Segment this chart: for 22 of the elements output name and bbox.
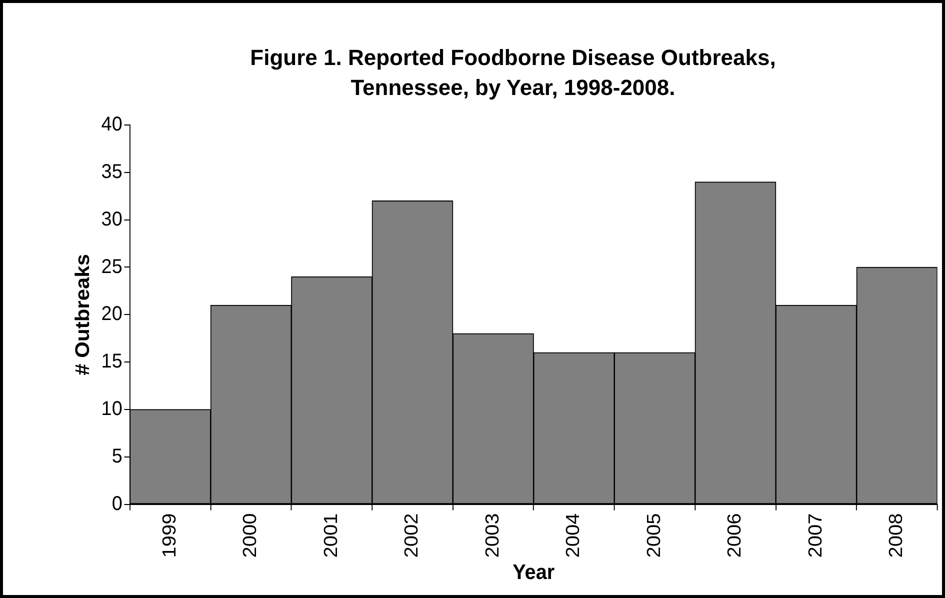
y-tick-label: 40: [101, 113, 123, 136]
x-tick-label: 2006: [724, 513, 746, 558]
x-tick-label: 2005: [643, 513, 665, 558]
x-axis-title: Year: [512, 560, 555, 584]
y-axis-title: # Outbreaks: [72, 254, 94, 376]
x-tick-label: 2008: [886, 513, 908, 558]
y-tick-label: 0: [112, 492, 123, 515]
x-tick-label: 2002: [401, 513, 423, 558]
chart-title: Figure 1. Reported Foodborne Disease Outbreaks, Tennessee, by Year, 1998-2008.: [249, 44, 777, 102]
x-tick-label: 2000: [240, 513, 262, 558]
x-tick-label: 1999: [158, 513, 180, 558]
y-tick-label: 25: [101, 255, 122, 278]
x-tick-label: 2003: [482, 513, 504, 558]
x-tick-label: 2001: [320, 513, 342, 558]
y-tick-label: 30: [101, 208, 123, 230]
x-tick-label: 2004: [562, 513, 584, 558]
x-tick-label: 2007: [804, 513, 826, 558]
y-tick-label: 5: [112, 444, 122, 468]
y-tick-label: 35: [101, 160, 122, 184]
y-tick-label: 10: [101, 398, 123, 420]
y-tick-label: 15: [101, 350, 122, 373]
y-tick-label: 20: [101, 302, 123, 326]
